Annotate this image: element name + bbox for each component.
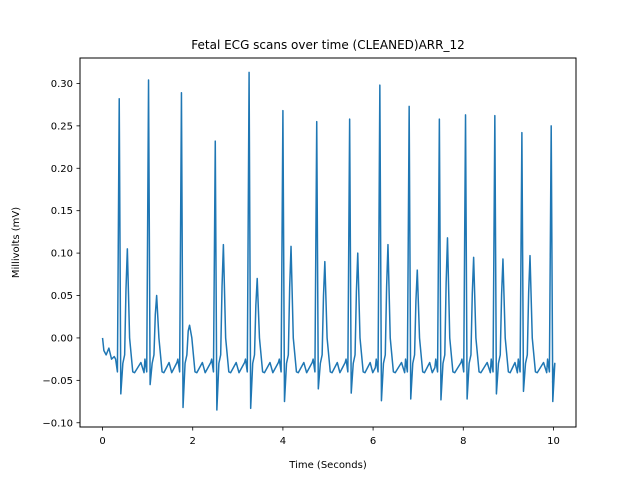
x-tick-label: 8 — [460, 436, 466, 447]
plot-area — [79, 57, 577, 428]
x-tick-label: 2 — [190, 436, 196, 447]
chart-title: Fetal ECG scans over time (CLEANED)ARR_1… — [191, 38, 464, 52]
y-tick-label: −0.05 — [42, 376, 73, 387]
y-tick-label: −0.10 — [42, 418, 73, 429]
x-tick-label: 4 — [280, 436, 286, 447]
y-tick-label: 0.20 — [51, 164, 73, 175]
y-tick-label: 0.00 — [51, 333, 73, 344]
y-tick-label: 0.10 — [51, 249, 73, 260]
x-tick-label: 10 — [547, 436, 560, 447]
y-axis-title: Millivolts (mV) — [11, 207, 22, 278]
y-tick-label: 0.25 — [51, 121, 73, 132]
series-layer — [101, 71, 556, 411]
y-tick-label: 0.15 — [51, 206, 73, 217]
ecg-series-line — [101, 71, 556, 411]
x-tick-label: 0 — [99, 436, 105, 447]
y-tick-label: 0.30 — [51, 79, 73, 90]
y-axis: −0.10 −0.05 0.00 0.05 0.10 0.15 0.20 0.25 0.30 — [42, 79, 80, 429]
x-tick-label: 6 — [370, 436, 376, 447]
x-axis-title: Time (Seconds) — [288, 460, 367, 471]
x-axis: 0 2 4 6 8 10 — [99, 427, 560, 447]
y-tick-label: 0.05 — [51, 291, 73, 302]
plot-frame — [79, 57, 577, 428]
